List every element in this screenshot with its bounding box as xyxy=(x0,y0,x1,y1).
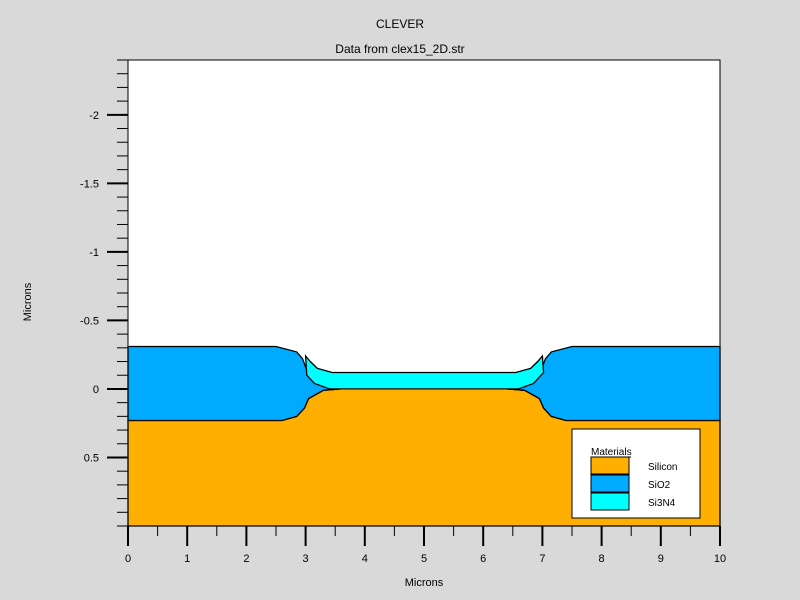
x-tick-label: 8 xyxy=(599,553,605,565)
y-axis: -2 -1.5 -1 -0.5 0 0.5 xyxy=(80,59,128,527)
x-tick-label: 7 xyxy=(539,553,545,565)
x-tick-label: 1 xyxy=(184,553,190,565)
y-tick-label: 0 xyxy=(93,384,99,396)
legend-swatch-sio2 xyxy=(590,474,630,493)
x-axis: 0 1 2 3 4 5 6 7 8 9 10 xyxy=(125,526,726,565)
legend: Materials Silicon SiO2 Si3N4 xyxy=(571,428,701,519)
y-tick-label: 0.5 xyxy=(84,452,99,464)
y-tick-label: -2 xyxy=(89,110,99,122)
legend-swatch-si3n4 xyxy=(590,492,630,511)
legend-label-si3n4: Si3N4 xyxy=(648,498,676,509)
legend-label-silicon: Silicon xyxy=(648,462,677,473)
y-tick-label: -1.5 xyxy=(80,178,99,190)
x-axis-label: Microns xyxy=(404,577,444,589)
region-si3n4 xyxy=(304,354,545,390)
y-tick-label: -1 xyxy=(89,247,99,259)
x-tick-label: 10 xyxy=(714,553,726,565)
legend-label-sio2: SiO2 xyxy=(648,480,671,491)
x-tick-label: 2 xyxy=(243,553,249,565)
x-tick-label: 0 xyxy=(125,553,131,565)
y-tick-label: -0.5 xyxy=(80,315,99,327)
x-tick-label: 9 xyxy=(658,553,664,565)
x-tick-label: 6 xyxy=(480,553,486,565)
legend-swatch-silicon xyxy=(590,456,630,475)
legend-title: Materials xyxy=(591,447,632,458)
x-tick-label: 5 xyxy=(421,553,427,565)
app-title: CLEVER xyxy=(375,17,425,31)
x-tick-label: 4 xyxy=(362,553,368,565)
y-axis-label: Microns xyxy=(22,282,34,322)
x-tick-label: 3 xyxy=(303,553,309,565)
plot-title: Data from clex15_2D.str xyxy=(335,42,465,56)
